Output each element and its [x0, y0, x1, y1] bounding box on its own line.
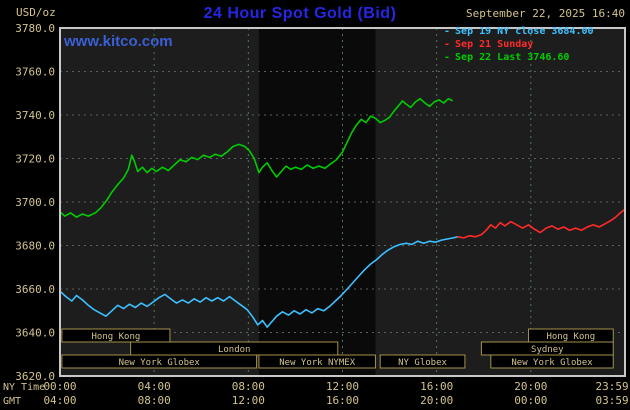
- x-tick-label: 20:00: [514, 380, 547, 393]
- x-tick-label: 08:00: [232, 380, 265, 393]
- nymex-session-band: [258, 28, 376, 376]
- session-label: New York NYMEX: [279, 358, 355, 368]
- session-label: New York Globex: [511, 358, 593, 368]
- x-tick-label: 12:00: [232, 394, 265, 407]
- session-box: [379, 354, 466, 369]
- gridlines: [60, 28, 625, 376]
- chart-title: 24 Hour Spot Gold (Bid): [203, 5, 397, 22]
- x-tick-label: 00:00: [514, 394, 547, 407]
- price-series-2: [59, 97, 453, 218]
- session-label: Hong Kong: [92, 332, 141, 342]
- legend-marker-sep22-icon: -: [444, 52, 451, 63]
- x-tick-label: 04:00: [138, 380, 171, 393]
- session-box: [258, 354, 376, 369]
- legend-label-sep22: Sep 22 Last 3746.60: [455, 52, 570, 63]
- y-tick-label: 3720.0: [15, 153, 55, 166]
- y-tick-label: 3620.0: [15, 370, 55, 383]
- legend-item-sep22: - Sep 22 Last 3746.60: [444, 51, 594, 64]
- ny-time-row-label: NY Time: [3, 382, 45, 393]
- legend-marker-sep19-icon: -: [444, 26, 451, 37]
- x-tick-label: 00:00: [43, 380, 76, 393]
- x-tick-label: 12:00: [326, 380, 359, 393]
- price-series-0: [59, 236, 459, 328]
- session-label: NY Globex: [398, 358, 447, 368]
- session-box: [61, 328, 171, 343]
- datetime-label: September 22, 2025 16:40: [466, 7, 625, 20]
- y-tick-label: 3760.0: [15, 66, 55, 79]
- session-label: Sydney: [531, 345, 564, 355]
- market-session-boxes: Hong Kong Hong Kong London Sydney New York G…: [61, 328, 614, 369]
- session-box: [61, 354, 258, 369]
- x-tick-label: 03:59: [595, 394, 628, 407]
- legend-label-sep19: Sep 19 NY close 3684.00: [455, 26, 594, 37]
- gmt-row-label: GMT: [3, 396, 21, 407]
- y-tick-label: 3660.0: [15, 283, 55, 296]
- price-series-1: [457, 208, 626, 239]
- legend-label-sep21: Sep 21 Sunday: [455, 39, 534, 50]
- plot-border: [59, 27, 626, 377]
- y-tick-label: 3700.0: [15, 196, 55, 209]
- y-axis-units-label: USD/oz: [16, 6, 56, 19]
- legend-marker-sep21-icon: -: [444, 39, 451, 50]
- session-label: New York Globex: [119, 358, 201, 368]
- x-tick-label: 04:00: [43, 394, 76, 407]
- y-tick-label: 3640.0: [15, 327, 55, 340]
- legend-item-sep21: - Sep 21 Sunday: [444, 38, 594, 51]
- session-label: Hong Kong: [546, 332, 595, 342]
- x-tick-label: 20:00: [420, 394, 453, 407]
- y-axis-labels: 3620.0 3640.0 3660.0 3680.0 3700.0 3720.0 3740…: [15, 22, 55, 383]
- y-tick-label: 3680.0: [15, 240, 55, 253]
- x-tick-label: 23:59: [595, 380, 628, 393]
- x-tick-label: 16:00: [326, 394, 359, 407]
- session-label: London: [218, 345, 251, 355]
- x-tick-label: 08:00: [138, 394, 171, 407]
- session-box: [490, 354, 614, 369]
- x-tick-label: 16:00: [420, 380, 453, 393]
- y-tick-label: 3740.0: [15, 109, 55, 122]
- legend: - Sep 19 NY close 3684.00 - Sep 21 Sunday …: [444, 25, 594, 64]
- legend-item-sep19: - Sep 19 NY close 3684.00: [444, 25, 594, 38]
- kitco-website-link[interactable]: www.kitco.com: [64, 33, 173, 50]
- y-tick-label: 3780.0: [15, 22, 55, 35]
